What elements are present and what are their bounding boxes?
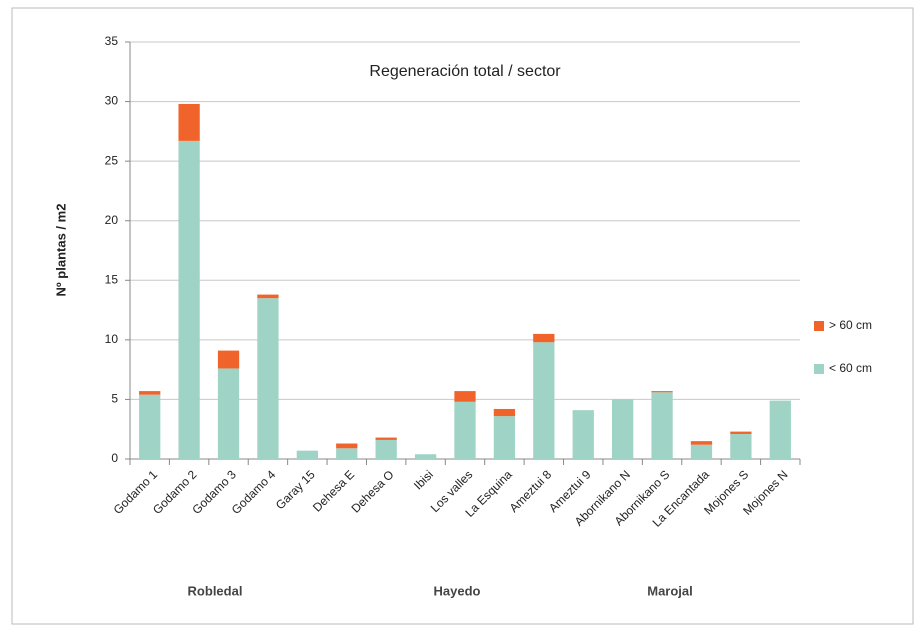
bar-segment: [257, 294, 279, 299]
bar-segment: [454, 401, 476, 459]
y-tick-label: 5: [111, 392, 118, 406]
y-tick-label: 0: [111, 451, 118, 465]
bar-segment: [217, 368, 240, 459]
bar-segment: [178, 103, 200, 141]
legend-label: < 60 cm: [829, 361, 872, 375]
bar-segment: [375, 439, 397, 459]
bar-segment: [257, 298, 279, 459]
bar-segment: [690, 444, 713, 459]
bar-segment: [375, 437, 397, 440]
bar-segment: [730, 433, 752, 459]
group-label: Robledal: [188, 583, 243, 598]
legend-label: > 60 cm: [829, 318, 872, 332]
bar-segment: [178, 140, 200, 460]
group-label: Marojal: [647, 583, 693, 598]
bar-segment: [533, 333, 555, 343]
frame: [11, 7, 914, 625]
group-label: Hayedo: [434, 583, 481, 598]
bar-segment: [139, 394, 161, 459]
y-tick-label: 10: [105, 332, 119, 346]
bar-segment: [217, 350, 240, 369]
bar-segment: [690, 441, 713, 445]
bar-segment: [769, 400, 791, 459]
bar-segment: [336, 448, 358, 459]
y-tick-label: 15: [105, 272, 119, 286]
bar-segment: [572, 410, 594, 459]
y-tick-label: 25: [105, 153, 119, 167]
chart-title: Regeneración total / sector: [369, 63, 561, 80]
y-axis-label: Nº plantas / m2: [53, 204, 68, 297]
bar-segment: [651, 391, 673, 393]
bar-segment: [414, 454, 437, 459]
bar-segment: [730, 431, 752, 434]
bar-segment: [296, 450, 318, 459]
bar-segment: [454, 391, 476, 402]
bar-segment: [651, 392, 673, 459]
legend-swatch: [814, 364, 824, 374]
y-tick-label: 35: [105, 34, 119, 48]
bar-segment: [533, 342, 555, 459]
bar-segment: [493, 416, 516, 459]
y-tick-label: 30: [105, 94, 119, 108]
bar-segment: [612, 399, 634, 459]
legend-swatch: [814, 321, 824, 331]
bar-segment: [493, 408, 516, 417]
y-tick-label: 20: [105, 213, 119, 227]
bar-segment: [336, 443, 358, 449]
bar-segment: [139, 391, 161, 395]
